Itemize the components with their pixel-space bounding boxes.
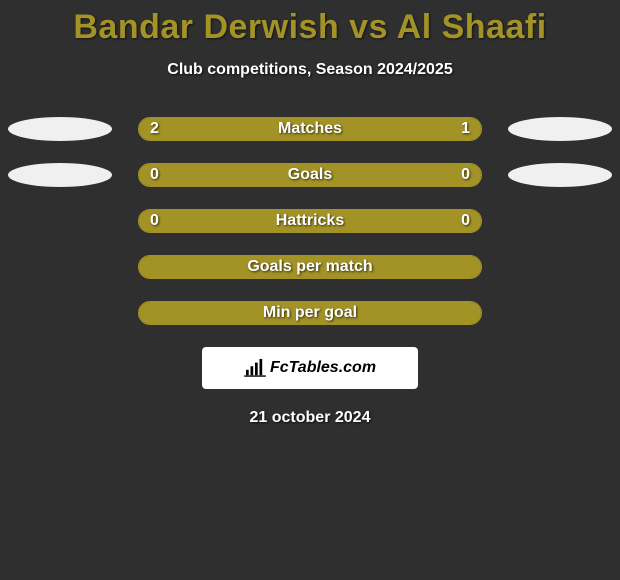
- stat-bar-track: [138, 163, 482, 187]
- stat-bar-left-fill: [139, 302, 481, 324]
- stat-bar-left-fill: [139, 118, 367, 140]
- stat-bar-track: [138, 301, 482, 325]
- player-avatar-right: [508, 117, 612, 141]
- stat-bar-left-fill: [139, 164, 481, 186]
- stat-value-left: 0: [150, 209, 159, 233]
- stat-rows: Matches21Goals00Hattricks00Goals per mat…: [0, 117, 620, 325]
- bar-chart-icon: [244, 359, 266, 377]
- stat-row: Min per goal: [0, 301, 620, 325]
- stat-value-right: 0: [461, 209, 470, 233]
- stat-value-left: 2: [150, 117, 159, 141]
- stat-bar-track: [138, 117, 482, 141]
- stat-row: Matches21: [0, 117, 620, 141]
- stat-value-right: 1: [461, 117, 470, 141]
- badge-text: FcTables.com: [270, 359, 376, 377]
- stat-bar-track: [138, 209, 482, 233]
- date-label: 21 october 2024: [0, 409, 620, 427]
- stat-row: Hattricks00: [0, 209, 620, 233]
- page-title: Bandar Derwish vs Al Shaafi: [0, 0, 620, 47]
- stat-value-left: 0: [150, 163, 159, 187]
- player-avatar-left: [8, 163, 112, 187]
- stat-bar-track: [138, 255, 482, 279]
- stat-bar-left-fill: [139, 256, 481, 278]
- subtitle: Club competitions, Season 2024/2025: [0, 61, 620, 79]
- stat-row: Goals00: [0, 163, 620, 187]
- source-badge: FcTables.com: [202, 347, 418, 389]
- player-avatar-right: [508, 163, 612, 187]
- stat-value-right: 0: [461, 163, 470, 187]
- stat-bar-left-fill: [139, 210, 481, 232]
- stat-row: Goals per match: [0, 255, 620, 279]
- player-avatar-left: [8, 117, 112, 141]
